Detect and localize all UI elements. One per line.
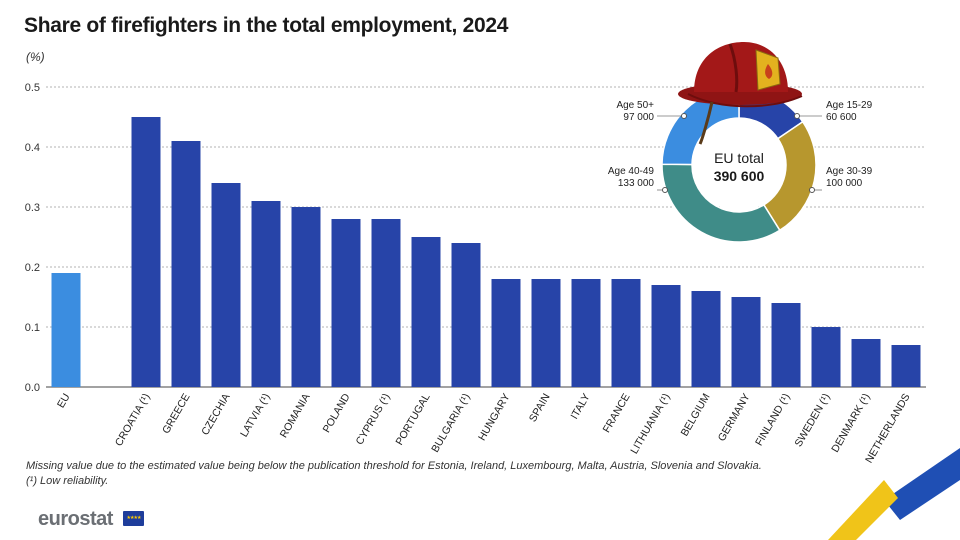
donut-slice-value: 100 000 xyxy=(826,178,863,189)
y-tick-label: 0.5 xyxy=(25,82,40,94)
x-tick-label: ITALY xyxy=(568,392,592,422)
x-tick-label: CZECHIA xyxy=(199,392,232,438)
y-tick-label: 0.1 xyxy=(25,322,40,334)
bar-italy xyxy=(571,279,601,387)
corner-decoration xyxy=(828,448,960,540)
x-tick-label: GREECE xyxy=(160,392,193,436)
x-tick-label: LATVIA (¹) xyxy=(238,392,273,440)
donut-center-value: 390 600 xyxy=(714,168,765,184)
chart-title: Share of firefighters in the total emplo… xyxy=(24,14,509,37)
y-axis: 0.0 0.1 0.2 0.3 0.4 0.5 xyxy=(25,82,40,394)
x-tick-label: ROMANIA xyxy=(278,392,313,440)
bar-netherlands xyxy=(891,345,921,387)
x-tick-label: EU xyxy=(55,392,73,411)
bar-spain xyxy=(531,279,561,387)
bar-germany xyxy=(731,297,761,387)
y-tick-label: 0.2 xyxy=(25,262,40,274)
firefighter-helmet-icon xyxy=(678,42,803,145)
eu-flag-icon: ★★★★ xyxy=(123,511,144,526)
bar-portugal xyxy=(411,237,441,387)
x-tick-label: PORTUGAL xyxy=(393,391,432,447)
bar-belgium xyxy=(691,291,721,387)
donut-leader-dot xyxy=(681,113,687,119)
y-tick-label: 0.3 xyxy=(25,202,40,214)
bar-croatia xyxy=(131,117,161,387)
y-tick-label: 0.0 xyxy=(25,382,40,394)
bar-eu xyxy=(51,273,81,387)
donut-slice-label: Age 40-49 xyxy=(608,166,655,177)
donut-slice-value: 60 600 xyxy=(826,112,857,123)
x-tick-label: POLAND xyxy=(321,391,353,435)
bar-poland xyxy=(331,219,361,387)
donut-slice-value: 97 000 xyxy=(623,112,654,123)
donut-leader-dot xyxy=(662,187,668,193)
donut-hole xyxy=(693,119,785,211)
bar-hungary xyxy=(491,279,521,387)
bar-bulgaria xyxy=(451,243,481,387)
bar-cyprus xyxy=(371,219,401,387)
unit-label: (%) xyxy=(26,50,45,64)
y-tick-label: 0.4 xyxy=(25,142,40,154)
x-tick-label: LITHUANIA (¹) xyxy=(628,392,672,457)
eurostat-logo: eurostat xyxy=(38,508,113,530)
footnote-reliability: (¹) Low reliability. xyxy=(26,475,109,487)
donut-center-label: EU total xyxy=(714,150,764,166)
bars xyxy=(51,117,921,387)
bar-greece xyxy=(171,141,201,387)
bar-france xyxy=(611,279,641,387)
x-tick-label: GERMANY xyxy=(716,392,753,444)
donut-slice-label: Age 30-39 xyxy=(826,166,873,177)
donut-leader-dot xyxy=(794,113,800,119)
bar-denmark xyxy=(851,339,881,387)
donut-slice-label: Age 50+ xyxy=(616,100,654,111)
bar-lithuania xyxy=(651,285,681,387)
bar-czechia xyxy=(211,183,241,387)
x-tick-label: BELGIUM xyxy=(679,392,713,439)
donut-slice-label: Age 15-29 xyxy=(826,100,873,111)
donut-slice xyxy=(661,163,781,243)
donut-slice-value: 133 000 xyxy=(618,178,655,189)
x-tick-label: CROATIA (¹) xyxy=(113,392,153,449)
x-tick-label: CYPRUS (¹) xyxy=(354,392,393,448)
x-tick-label: BULGARIA (¹) xyxy=(429,392,472,455)
donut-leader-dot xyxy=(809,187,815,193)
bar-finland xyxy=(771,303,801,387)
footnote-missing: Missing value due to the estimated value… xyxy=(26,460,762,472)
bar-romania xyxy=(291,207,321,387)
x-tick-label: SPAIN xyxy=(527,392,553,425)
bar-sweden xyxy=(811,327,841,387)
x-tick-label: FRANCE xyxy=(601,392,633,435)
bar-latvia xyxy=(251,201,281,387)
x-tick-label: HUNGARY xyxy=(476,392,513,443)
